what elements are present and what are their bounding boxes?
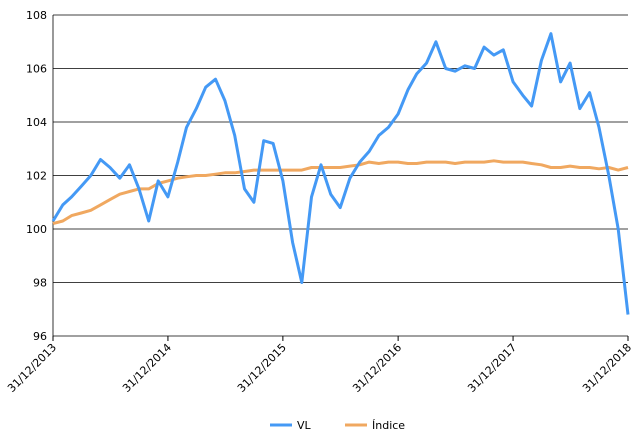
x-tick-label: 31/12/2015 [235, 341, 289, 395]
series-line [51, 32, 630, 315]
x-tick-label: 31/12/2018 [580, 341, 634, 395]
y-tick-label: 104 [26, 116, 47, 129]
y-tick-label: 106 [26, 63, 47, 76]
legend-label: VL [297, 419, 312, 432]
y-tick-label: 108 [26, 9, 47, 22]
x-tick-label: 31/12/2016 [350, 341, 404, 395]
y-tick-label: 98 [33, 277, 47, 290]
y-tick-label: 102 [26, 170, 47, 183]
series-line [52, 159, 629, 226]
y-tick-label: 96 [33, 330, 47, 343]
y-tick-label: 100 [26, 223, 47, 236]
x-tick-label: 31/12/2013 [5, 341, 59, 395]
x-tick-label: 31/12/2017 [465, 341, 519, 395]
x-tick-label: 31/12/2014 [120, 341, 174, 395]
legend-label: Índice [372, 419, 405, 432]
